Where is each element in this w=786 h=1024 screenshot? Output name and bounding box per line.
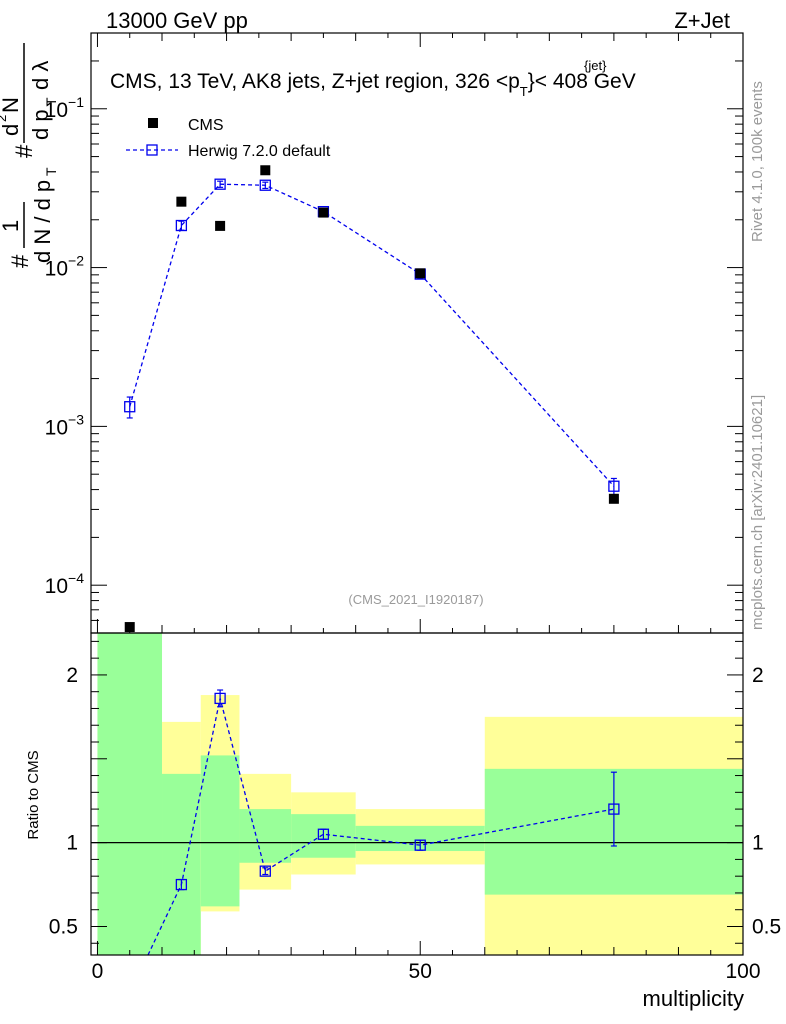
main-data-point-4 (318, 207, 329, 218)
main-y-tick-label-1: 10−2 (45, 253, 85, 281)
main-y-tick-label-exp-2: −3 (68, 411, 84, 427)
header-right: Z+Jet (674, 8, 730, 33)
ratio-bands (97, 633, 743, 955)
rivet-label: Rivet 4.1.0, 100k events (749, 81, 766, 242)
ylabel-p3-sub: T (43, 167, 59, 176)
ylabel-p5-sup: 2 (0, 115, 9, 122)
ylabel-p3: d N / d p (30, 180, 55, 263)
plot-title-sup: {jet} (584, 58, 607, 73)
main-mc-point-6 (608, 480, 620, 492)
plot-title-tail: }< 408 GeV (528, 70, 636, 93)
ratio-y-tick-label-2: 2 (66, 664, 78, 687)
ratio-band-stat-3 (239, 809, 292, 863)
legend-herwig-marker (146, 144, 158, 156)
main-mc-point-3 (259, 179, 271, 191)
legend-cms-label: CMS (188, 117, 224, 134)
main-y-tick-label-0: 10−1 (45, 94, 85, 122)
legend-cms-marker (148, 118, 158, 128)
main-y-ticks: 10−110−210−310−4 (45, 60, 743, 634)
main-data-point-0 (124, 622, 135, 633)
ratio-band-stat-0 (97, 633, 163, 955)
plot-title: CMS, 13 TeV, AK8 jets, Z+jet region, 326… (110, 70, 636, 99)
ratio-y-tick-label-right-1: 1 (752, 832, 764, 855)
ratio-mc-point-3 (259, 865, 271, 877)
main-y-tick-label-exp-3: −4 (68, 570, 84, 586)
plot-title-sub: T (520, 84, 528, 99)
ratio-mc-series (147, 689, 620, 956)
ylabel-p6: d p (28, 109, 53, 140)
main-mc-line (129, 183, 615, 487)
legend-herwig-label: Herwig 7.2.0 default (188, 143, 331, 160)
main-data-point-2 (215, 220, 226, 231)
ratio-mc-point-2 (214, 692, 226, 705)
main-y-tick-label-2: 10−3 (45, 411, 85, 439)
legend: CMS Herwig 7.2.0 default (126, 117, 331, 160)
plot-title-main: CMS, 13 TeV, AK8 jets, Z+jet region, 326… (110, 70, 520, 93)
ylabel-p4: # (11, 144, 38, 158)
main-data-series (124, 165, 619, 633)
main-data-point-1 (176, 196, 187, 207)
ylabel-p5b: N (0, 97, 23, 113)
ylabel-p2: 1 (0, 220, 23, 232)
main-mc-series (124, 178, 620, 496)
ylabel-p7: d λ (28, 61, 53, 90)
header-left: 13000 GeV pp (106, 8, 248, 33)
main-y-tick-label-base-3: 10 (45, 575, 68, 598)
main-y-tick-label-exp-0: −1 (68, 94, 84, 110)
main-y-axis-label: # 1 d N / d p T # d 2 N d p T d λ (0, 43, 59, 268)
ratio-plot-frame (90, 632, 744, 956)
x-tick-label-2: 100 (725, 960, 760, 983)
main-data-point-6 (608, 493, 619, 504)
ratio-y-axis-label: Ratio to CMS (25, 750, 42, 839)
x-tick-label-0: 0 (92, 960, 104, 983)
main-mc-point-0 (124, 401, 136, 413)
analysis-watermark: (CMS_2021_I1920187) (348, 592, 483, 607)
ratio-y-tick-label-1: 1 (66, 832, 78, 855)
ratio-y-tick-label-right-2: 2 (752, 664, 764, 687)
main-data-point-3 (260, 165, 271, 176)
ratio-mc-point-4 (317, 828, 330, 840)
ratio-mc-point-5 (414, 839, 426, 851)
ratio-y-tick-label-right-0: 0.5 (752, 915, 781, 938)
main-y-tick-label-exp-1: −2 (68, 253, 84, 269)
ylabel-p1: # (7, 254, 34, 268)
x-tick-label-1: 50 (409, 960, 432, 983)
ylabel-p5: d (0, 124, 23, 136)
main-y-tick-label-base-0: 10 (45, 99, 68, 122)
ratio-band-stat-2 (200, 755, 240, 907)
ratio-mc-point-1 (175, 878, 188, 891)
ratio-mc-point-6 (608, 803, 620, 815)
main-y-tick-label-3: 10−4 (45, 570, 85, 598)
mcplots-label: mcplots.cern.ch [arXiv:2401.10621] (749, 395, 766, 630)
ylabel-p6-sub: T (43, 97, 59, 106)
ratio-y-tick-label-0: 0.5 (49, 915, 78, 938)
main-y-tick-label-base-1: 10 (45, 258, 68, 281)
ratio-y-ticks: 0.5 0.5 1 1 2 2 (49, 640, 781, 944)
x-axis-label: multiplicity (643, 986, 744, 1011)
main-mc-point-2 (214, 178, 226, 190)
main-y-tick-label-base-2: 10 (45, 416, 68, 439)
ratio-band-stat-1 (162, 773, 201, 955)
x-ticks: 0 50 100 (92, 33, 761, 983)
main-mc-point-1 (175, 219, 188, 232)
main-data-point-5 (415, 268, 426, 279)
